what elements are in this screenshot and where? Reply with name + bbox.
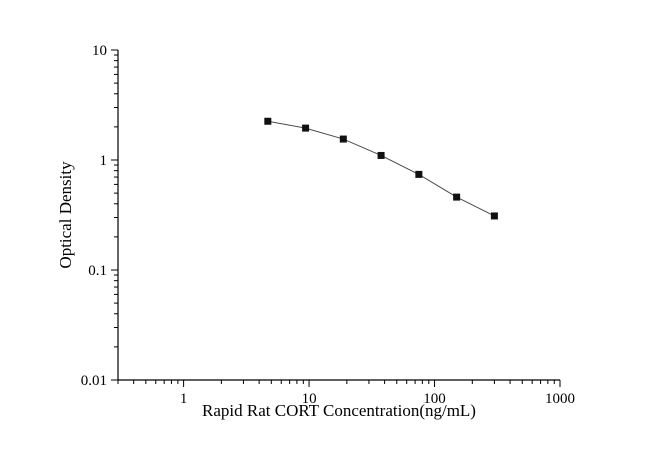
data-point-marker <box>415 170 423 178</box>
series-standard-curve <box>264 117 498 220</box>
y-tick-label: 10 <box>92 43 107 59</box>
y-axis: 0.01 0.1 1 10 <box>81 43 119 389</box>
y-tick-label: 0.01 <box>81 373 107 389</box>
y-tick-label: 1 <box>100 153 108 169</box>
x-axis: 1 10 100 1000 <box>117 379 575 407</box>
x-tick-label: 10 <box>302 391 317 407</box>
data-point-marker <box>490 212 498 220</box>
data-point-marker <box>377 151 385 159</box>
x-axis-label: Rapid Rat CORT Concentration(ng/mL) <box>202 401 476 420</box>
x-tick-label: 1 <box>180 391 188 407</box>
x-tick-label: 100 <box>423 391 446 407</box>
data-point-marker <box>302 124 310 132</box>
x-tick-label: 1000 <box>545 391 575 407</box>
data-point-marker <box>453 193 461 201</box>
data-point-marker <box>264 117 272 125</box>
y-tick-label: 0.1 <box>88 263 107 279</box>
data-point-marker <box>339 135 347 143</box>
y-axis-label: Optical Density <box>56 161 75 269</box>
series-line <box>267 120 495 217</box>
